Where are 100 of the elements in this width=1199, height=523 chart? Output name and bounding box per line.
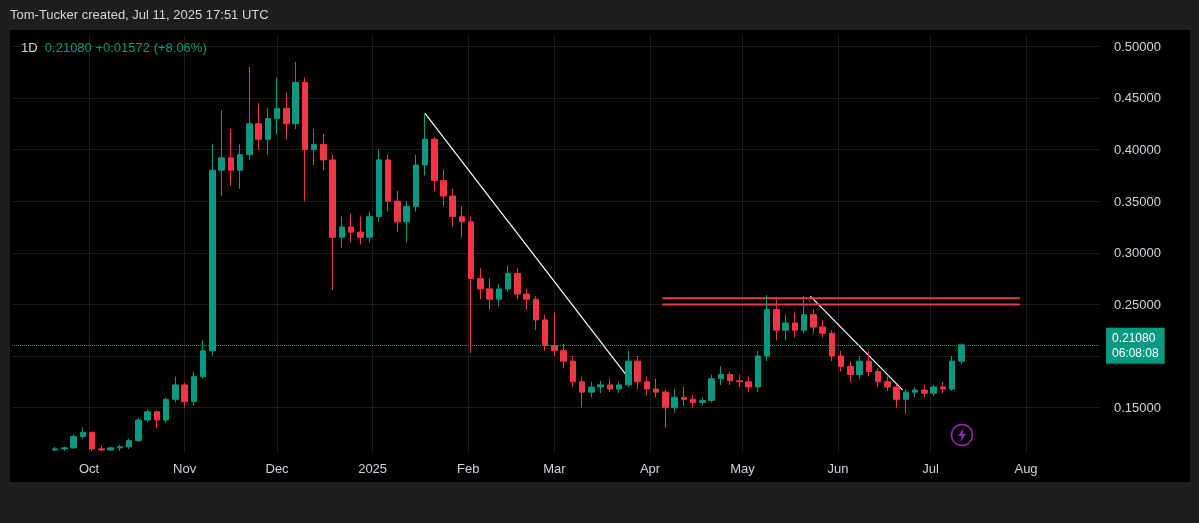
- candlestick: [829, 329, 835, 362]
- candlestick: [810, 309, 817, 334]
- candlestick: [819, 319, 826, 338]
- candlestick: [449, 188, 456, 228]
- candlestick: [283, 92, 290, 140]
- y-tick-label: 0.45000: [1114, 90, 1161, 106]
- candlestick: [422, 112, 428, 176]
- candlestick: [893, 384, 900, 409]
- candlestick: [940, 381, 946, 394]
- chart-title: 1D: [21, 40, 45, 55]
- y-tick-label: 0.15000: [1114, 400, 1161, 416]
- candlestick: [644, 376, 650, 396]
- candlestick: [847, 360, 854, 383]
- x-tick-label: Oct: [78, 461, 100, 476]
- candlestick: [801, 295, 807, 334]
- candlestick: [89, 430, 95, 452]
- candlestick: [699, 396, 706, 407]
- candlestick: [468, 216, 474, 354]
- candlestick: [357, 216, 364, 246]
- candlestick: [930, 384, 937, 397]
- candlestick: [366, 211, 373, 243]
- candlestick: [782, 314, 789, 342]
- candlestick: [523, 288, 530, 311]
- text: Tom-Tucker created, Jul 11, 2025 17:51 UTC: [10, 7, 269, 22]
- y-tick-label: 0.50000: [1114, 38, 1161, 54]
- x-tick-label: May: [730, 461, 756, 476]
- candlestick: [755, 350, 761, 393]
- candlestick: [107, 446, 114, 452]
- candlestick: [912, 386, 918, 398]
- candlestick: [52, 446, 58, 452]
- candlestick: [856, 355, 863, 380]
- ref-line-label: 0.21080 06:08:08: [1112, 331, 1160, 361]
- candlestick: [274, 76, 280, 135]
- x-tick-label: Jul: [922, 461, 939, 476]
- candlestick: [496, 283, 502, 307]
- candlestick: [505, 265, 511, 293]
- candlestick: [348, 213, 354, 243]
- candlestick: [218, 109, 225, 197]
- x-tick-label: Feb: [456, 461, 480, 476]
- candlestick: [597, 380, 604, 394]
- candlestick: [126, 438, 132, 450]
- x-tick-label: Dec: [265, 461, 290, 476]
- candlestick: [560, 343, 567, 369]
- candlestick: [413, 154, 419, 212]
- candlestick: [246, 66, 253, 161]
- candlestick: [394, 190, 401, 233]
- candlestick: [339, 216, 345, 249]
- candlestick: [727, 370, 733, 386]
- candlestick: [671, 388, 678, 414]
- candlestick: [718, 365, 724, 386]
- candlestick: [662, 389, 669, 428]
- candlestick: [403, 200, 410, 243]
- candlestick: [163, 396, 169, 424]
- candlestick: [191, 370, 197, 407]
- candlestick: [634, 355, 641, 390]
- candlestick: [144, 409, 151, 423]
- y-tick-label: 0.25000: [1114, 296, 1161, 312]
- candlestick: [949, 355, 955, 392]
- chart-subtitle: 0.21080 +0.01572 (+8.06%): [44, 40, 207, 55]
- candlestick: [311, 128, 317, 166]
- candlestick: [570, 355, 576, 388]
- candlestick: [616, 381, 622, 394]
- candlestick: [431, 136, 438, 192]
- x-tick-label: 2025: [358, 461, 388, 476]
- candlestick: [792, 312, 798, 338]
- candlestick: [117, 444, 123, 452]
- candlestick: [70, 433, 77, 450]
- candlestick: [486, 278, 493, 311]
- candlestick: [172, 376, 179, 403]
- candlestick: [607, 378, 613, 393]
- candlestick: [551, 312, 558, 357]
- candlestick: [376, 149, 382, 223]
- y-tick-label: 0.35000: [1114, 193, 1161, 209]
- x-tick-label: Aug: [1014, 461, 1038, 476]
- y-tick-label: 0.40000: [1114, 142, 1161, 158]
- candlestick: [459, 205, 465, 238]
- candlestick: [866, 350, 872, 378]
- candlestick: [154, 410, 160, 429]
- candlestick: [440, 169, 447, 207]
- candlestick: [838, 350, 844, 372]
- candlestick: [61, 446, 68, 452]
- candlestick: [514, 267, 521, 300]
- candlestick: [875, 367, 881, 388]
- candlestick: [588, 381, 595, 398]
- candlestick: [329, 154, 336, 291]
- candlestick: [625, 350, 632, 388]
- candlestick: [681, 386, 687, 407]
- candlestick: [690, 394, 696, 409]
- candlestick: [181, 382, 188, 409]
- candlestick: [921, 384, 928, 398]
- candlestick: [542, 314, 548, 352]
- candlestick: [292, 61, 299, 130]
- candlestick: [80, 426, 86, 440]
- candlestick: [736, 374, 743, 388]
- candlestick: [708, 374, 715, 403]
- candlestick: [579, 376, 585, 409]
- candlestick: [135, 417, 142, 443]
- candlestick: [477, 267, 484, 300]
- candlestick: [302, 76, 308, 202]
- candlestick: [320, 133, 327, 171]
